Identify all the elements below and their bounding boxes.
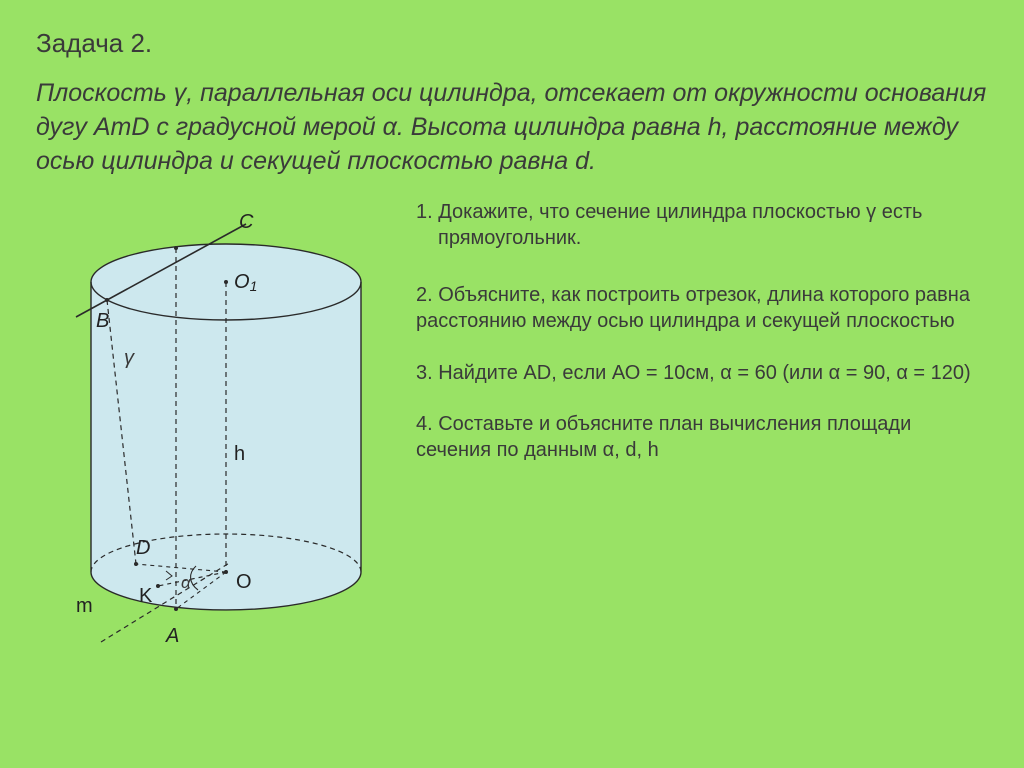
question-1: 1. Докажите, что сечение цилиндра плоско… [416,200,988,251]
label-h: h [234,443,245,465]
problem-statement: Плоскость γ, параллельная оси цилиндра, … [36,77,988,178]
label-A: A [165,625,179,647]
label-C: C [239,211,254,233]
label-alpha: α [181,573,192,592]
label-K: K [139,585,153,607]
cylinder-diagram: C B O1 γ h D K α O m A [36,192,396,672]
label-m: m [76,595,93,617]
question-4: 4. Составьте и объясните план вычисления… [416,412,988,463]
label-gamma: γ [124,347,135,369]
label-O: O [236,571,252,593]
content-row: C B O1 γ h D K α O m A 1. Докажите, что … [36,192,988,672]
questions-column: 1. Докажите, что сечение цилиндра плоско… [416,192,988,672]
question-2: 2. Объясните, как построить отрезок, дли… [416,283,988,334]
problem-title: Задача 2. [36,28,988,59]
label-B: B [96,310,109,332]
label-D: D [136,537,150,559]
question-3: 3. Найдите АD, если АО = 10см, α = 60 (и… [416,361,988,387]
